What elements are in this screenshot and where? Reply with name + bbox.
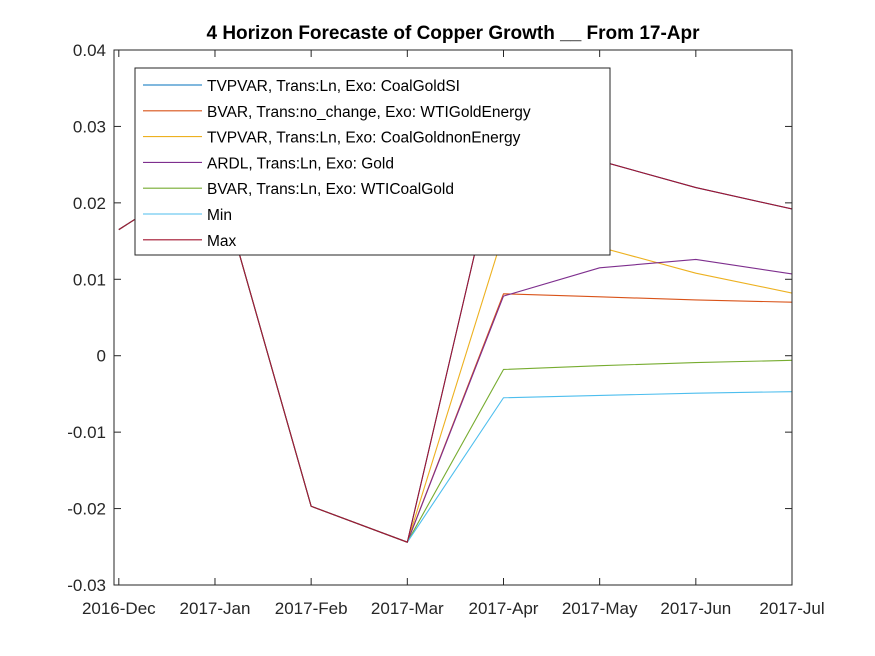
x-tick-label: 2017-Jun [660,599,731,618]
y-tick-label: -0.01 [67,423,106,442]
legend-box [134,67,611,256]
legend-label: BVAR, Trans:no_change, Exo: WTIGoldEnerg… [207,104,531,121]
y-tick-label: 0.01 [73,270,106,289]
y-tick-label: -0.02 [67,500,106,519]
x-tick-label: 2017-Jan [180,599,251,618]
y-tick-label: 0.02 [73,194,106,213]
legend-entry: BVAR, Trans:no_change, Exo: WTIGoldEnerg… [143,104,531,121]
legend-entry: Min [143,207,232,224]
x-tick-label: 2017-Jul [759,599,824,618]
y-axis: -0.03 -0.02 -0.01 0 0.01 0.02 0.03 0.04 [67,41,792,595]
legend-label: TVPVAR, Trans:Ln, Exo: CoalGoldnonEnergy [207,130,521,147]
legend-entry: TVPVAR, Trans:Ln, Exo: CoalGoldnonEnergy [143,130,521,147]
legend-entry: ARDL, Trans:Ln, Exo: Gold [143,155,394,172]
legend-label: Max [207,233,237,250]
chart-title: 4 Horizon Forecaste of Copper Growth __ … [206,23,700,44]
legend: TVPVAR, Trans:Ln, Exo: CoalGoldSI BVAR, T… [134,67,611,256]
legend-entry: TVPVAR, Trans:Ln, Exo: CoalGoldSI [143,78,460,95]
y-tick-label: 0.03 [73,117,106,136]
x-axis: 2016-Dec 2017-Jan 2017-Feb 2017-Mar 2017-Apr… [82,50,825,618]
legend-entry: Max [143,233,237,250]
x-tick-label: 2016-Dec [82,599,156,618]
legend-label: BVAR, Trans:Ln, Exo: WTICoalGold [207,181,454,198]
x-tick-label: 2017-Apr [469,599,539,618]
y-tick-label: 0.04 [73,41,106,60]
legend-entry: BVAR, Trans:Ln, Exo: WTICoalGold [143,181,454,198]
y-tick-label: 0 [97,347,106,366]
legend-label: ARDL, Trans:Ln, Exo: Gold [207,155,394,172]
y-tick-label: -0.03 [67,576,106,595]
legend-label: TVPVAR, Trans:Ln, Exo: CoalGoldSI [207,78,460,95]
x-tick-label: 2017-May [562,599,638,618]
legend-label: Min [207,207,232,224]
x-tick-label: 2017-Mar [371,599,444,618]
x-tick-label: 2017-Feb [275,599,348,618]
axes-box [113,49,793,586]
